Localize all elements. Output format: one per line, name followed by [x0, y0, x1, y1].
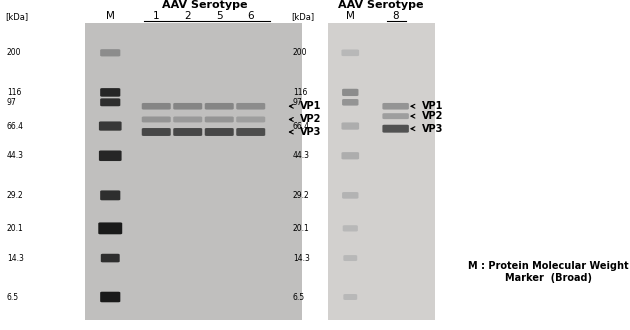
FancyBboxPatch shape [341, 50, 359, 56]
Text: 1: 1 [153, 11, 159, 21]
FancyBboxPatch shape [343, 294, 357, 300]
Text: 66.4: 66.4 [7, 121, 24, 131]
FancyBboxPatch shape [98, 222, 122, 234]
FancyBboxPatch shape [342, 192, 358, 199]
FancyBboxPatch shape [100, 49, 120, 56]
FancyBboxPatch shape [205, 103, 234, 110]
FancyBboxPatch shape [343, 255, 357, 261]
FancyBboxPatch shape [236, 103, 265, 110]
Text: M: M [346, 11, 355, 21]
Text: AAV Serotype: AAV Serotype [162, 0, 248, 10]
Text: 44.3: 44.3 [293, 151, 310, 160]
Text: 14.3: 14.3 [293, 253, 310, 263]
FancyBboxPatch shape [342, 89, 358, 96]
FancyBboxPatch shape [236, 128, 265, 136]
Text: 29.2: 29.2 [7, 191, 24, 200]
Text: M : Protein Molecular Weight
Marker  (Broad): M : Protein Molecular Weight Marker (Bro… [468, 261, 628, 283]
Text: 2: 2 [185, 11, 191, 21]
FancyBboxPatch shape [99, 150, 122, 161]
Text: [kDa]: [kDa] [291, 12, 314, 21]
Text: VP1: VP1 [300, 101, 321, 111]
Text: VP2: VP2 [300, 115, 321, 124]
FancyBboxPatch shape [173, 103, 202, 110]
FancyBboxPatch shape [142, 128, 171, 136]
Text: 14.3: 14.3 [7, 253, 24, 263]
Text: 20.1: 20.1 [293, 224, 310, 233]
Bar [85, 23, 302, 320]
FancyBboxPatch shape [382, 125, 409, 133]
FancyBboxPatch shape [100, 292, 120, 302]
FancyBboxPatch shape [142, 116, 171, 122]
Text: M: M [106, 11, 115, 21]
FancyBboxPatch shape [142, 103, 171, 110]
Text: 44.3: 44.3 [7, 151, 24, 160]
FancyBboxPatch shape [236, 116, 265, 122]
Text: 200: 200 [7, 48, 21, 57]
Bar [328, 23, 435, 320]
Text: VP3: VP3 [300, 127, 321, 137]
Text: 200: 200 [293, 48, 307, 57]
FancyBboxPatch shape [173, 128, 202, 136]
Text: [kDa]: [kDa] [5, 12, 28, 21]
Text: AAV Serotype: AAV Serotype [338, 0, 424, 10]
Text: 116: 116 [293, 88, 307, 97]
Text: 8: 8 [392, 11, 399, 21]
FancyBboxPatch shape [382, 113, 409, 119]
FancyBboxPatch shape [99, 121, 122, 131]
Text: VP2: VP2 [421, 111, 443, 121]
Text: 66.4: 66.4 [293, 121, 310, 131]
FancyBboxPatch shape [341, 152, 359, 159]
Text: 6.5: 6.5 [7, 292, 19, 302]
FancyBboxPatch shape [341, 122, 359, 130]
Text: 6: 6 [248, 11, 254, 21]
Text: 97: 97 [7, 98, 16, 107]
Text: 97: 97 [293, 98, 302, 107]
FancyBboxPatch shape [100, 88, 120, 97]
Text: 5: 5 [216, 11, 222, 21]
FancyBboxPatch shape [343, 225, 358, 232]
Text: 116: 116 [7, 88, 21, 97]
FancyBboxPatch shape [382, 103, 409, 110]
FancyBboxPatch shape [173, 116, 202, 122]
FancyBboxPatch shape [100, 98, 120, 106]
FancyBboxPatch shape [205, 128, 234, 136]
FancyBboxPatch shape [101, 254, 120, 262]
Text: 20.1: 20.1 [7, 224, 24, 233]
FancyBboxPatch shape [205, 116, 234, 122]
FancyBboxPatch shape [342, 99, 358, 106]
Text: 6.5: 6.5 [293, 292, 305, 302]
Text: VP3: VP3 [421, 124, 443, 134]
Text: VP1: VP1 [421, 101, 443, 111]
Text: 29.2: 29.2 [293, 191, 310, 200]
FancyBboxPatch shape [100, 190, 120, 200]
